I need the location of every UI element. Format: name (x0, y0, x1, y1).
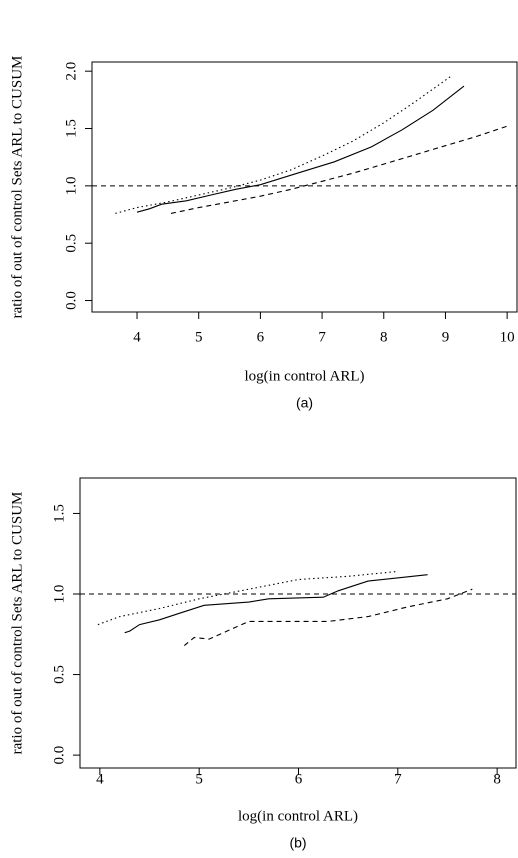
x-tick-label: 10 (500, 329, 515, 345)
x-tick-label: 5 (195, 329, 203, 345)
y-tick-label: 2.0 (63, 62, 79, 81)
y-tick-label: 1.5 (51, 504, 67, 523)
y-tick-label: 0.0 (51, 746, 67, 765)
y-axis-label: ratio of out of control Sets ARL to CUSU… (9, 492, 25, 755)
x-tick-label: 5 (195, 771, 203, 787)
x-tick-label: 6 (295, 771, 303, 787)
y-tick-label: 0.5 (51, 665, 67, 684)
x-tick-label: 7 (318, 329, 326, 345)
data-line (115, 75, 452, 214)
data-line (170, 125, 508, 214)
data-line (124, 574, 428, 634)
caption: (a) (296, 395, 313, 411)
x-tick-label: 7 (394, 771, 402, 787)
data-line (136, 85, 465, 213)
x-tick-label: 4 (96, 771, 104, 787)
y-axis-label: ratio of out of control Sets ARL to CUSU… (9, 56, 25, 319)
data-line (97, 570, 398, 626)
data-line (183, 588, 473, 647)
x-tick-label: 4 (133, 329, 141, 345)
y-tick-label: 1.5 (63, 119, 79, 138)
y-tick-label: 0.0 (63, 291, 79, 310)
x-axis-label: log(in control ARL) (238, 808, 358, 824)
x-tick-label: 9 (442, 329, 450, 345)
caption: (b) (289, 835, 306, 851)
y-tick-label: 1.0 (63, 176, 79, 195)
x-tick-label: 8 (493, 771, 501, 787)
x-tick-label: 8 (380, 329, 388, 345)
x-tick-label: 6 (257, 329, 265, 345)
y-tick-label: 1.0 (51, 585, 67, 604)
y-tick-label: 0.5 (63, 234, 79, 253)
x-axis-label: log(in control ARL) (245, 368, 365, 384)
plot-frame (91, 61, 518, 313)
